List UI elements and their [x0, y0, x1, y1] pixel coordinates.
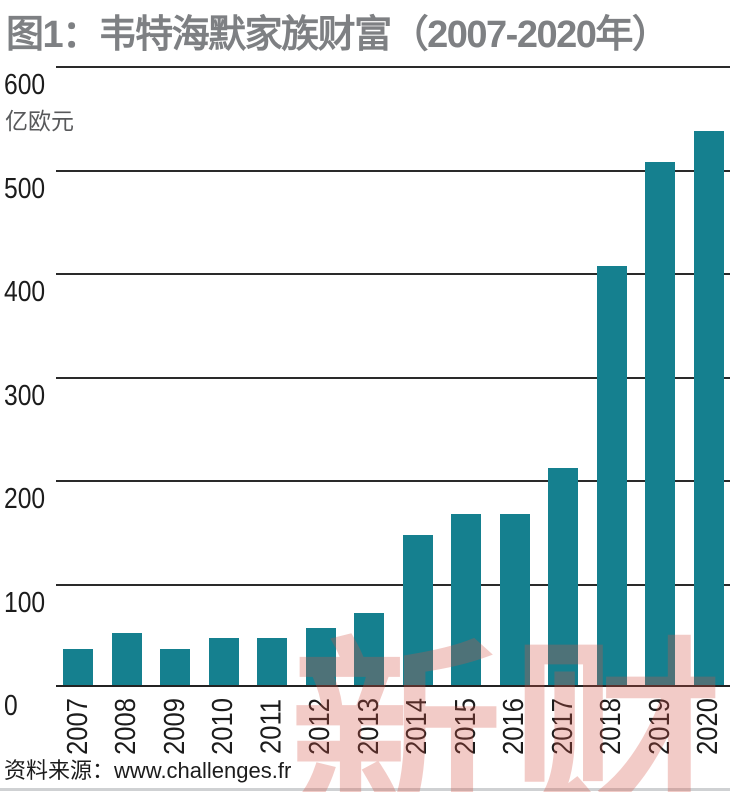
x-axis-tick-2010: 2010	[202, 689, 246, 763]
bar-2015	[451, 514, 481, 685]
gridline-600	[56, 66, 730, 68]
bar-2019	[645, 162, 675, 685]
x-axis-tick-2020: 2020	[687, 689, 730, 763]
bar-2008	[111, 633, 142, 685]
bar-2014	[402, 534, 433, 685]
y-axis-tick-label-0: 0	[4, 690, 18, 722]
x-axis-tick-2014: 2014	[396, 689, 440, 763]
bar-2012	[305, 628, 336, 685]
x-axis-tick-label: 2020	[692, 697, 725, 755]
x-axis-tick-label: 2014	[401, 697, 434, 755]
x-axis-tick-2009: 2009	[153, 689, 197, 763]
bar-2018	[596, 265, 627, 685]
bar-2016	[499, 514, 530, 685]
x-axis-tick-label: 2009	[158, 697, 191, 755]
x-axis-tick-label: 2015	[449, 697, 482, 755]
plot-area	[56, 66, 730, 687]
y-axis-tick-label-600: 600	[4, 69, 46, 101]
bar-2013	[354, 612, 384, 685]
x-axis-tick-2007: 2007	[56, 689, 100, 763]
x-axis-tick-label: 2018	[595, 697, 628, 755]
y-axis-tick-label-100: 100	[4, 586, 46, 619]
x-axis-tick-label: 2011	[255, 698, 288, 754]
y-axis-tick-label-200: 200	[4, 483, 46, 515]
y-axis-tick-label-300: 300	[4, 379, 46, 412]
x-axis-tick-2018: 2018	[590, 689, 634, 763]
gridline-300	[56, 376, 730, 379]
gridline-400	[56, 273, 730, 275]
bar-2017	[548, 467, 578, 685]
chart-title: 图1：韦特海默家族财富（2007-2020年）	[6, 14, 670, 56]
x-axis-tick-label: 2019	[643, 697, 676, 755]
bottom-divider	[0, 788, 730, 791]
bar-2007	[63, 648, 93, 685]
y-axis-unit-label: 亿欧元	[5, 108, 74, 134]
source-note: 资料来源：www.challenges.fr	[4, 758, 292, 783]
gridline-200	[56, 480, 730, 482]
x-axis-tick-2016: 2016	[493, 689, 537, 763]
x-axis-tick-label: 2007	[61, 697, 94, 755]
x-axis-tick-label: 2013	[352, 697, 385, 755]
x-axis-tick-2011: 2011	[250, 689, 294, 763]
x-axis-tick-label: 2016	[498, 697, 531, 755]
x-axis-tick-label: 2017	[546, 697, 579, 755]
x-axis-tick-2013: 2013	[347, 689, 391, 763]
x-axis-tick-label: 2010	[207, 697, 240, 755]
x-axis-tick-label: 2012	[304, 697, 337, 755]
y-axis-tick-label-400: 400	[4, 276, 46, 308]
bar-2011	[257, 638, 287, 685]
bar-2009	[160, 648, 190, 685]
bar-2010	[208, 638, 239, 685]
x-axis-tick-2019: 2019	[638, 689, 682, 763]
gridline-500	[56, 169, 730, 172]
x-axis-tick-2012: 2012	[299, 689, 343, 763]
x-axis-tick-2017: 2017	[541, 689, 585, 763]
y-axis-tick-label-500: 500	[4, 172, 46, 205]
gridline-100	[56, 583, 730, 586]
x-axis-tick-2015: 2015	[444, 689, 488, 763]
bar-2020	[693, 131, 724, 685]
x-axis-tick-label: 2008	[110, 697, 143, 755]
x-axis-tick-2008: 2008	[105, 689, 149, 763]
